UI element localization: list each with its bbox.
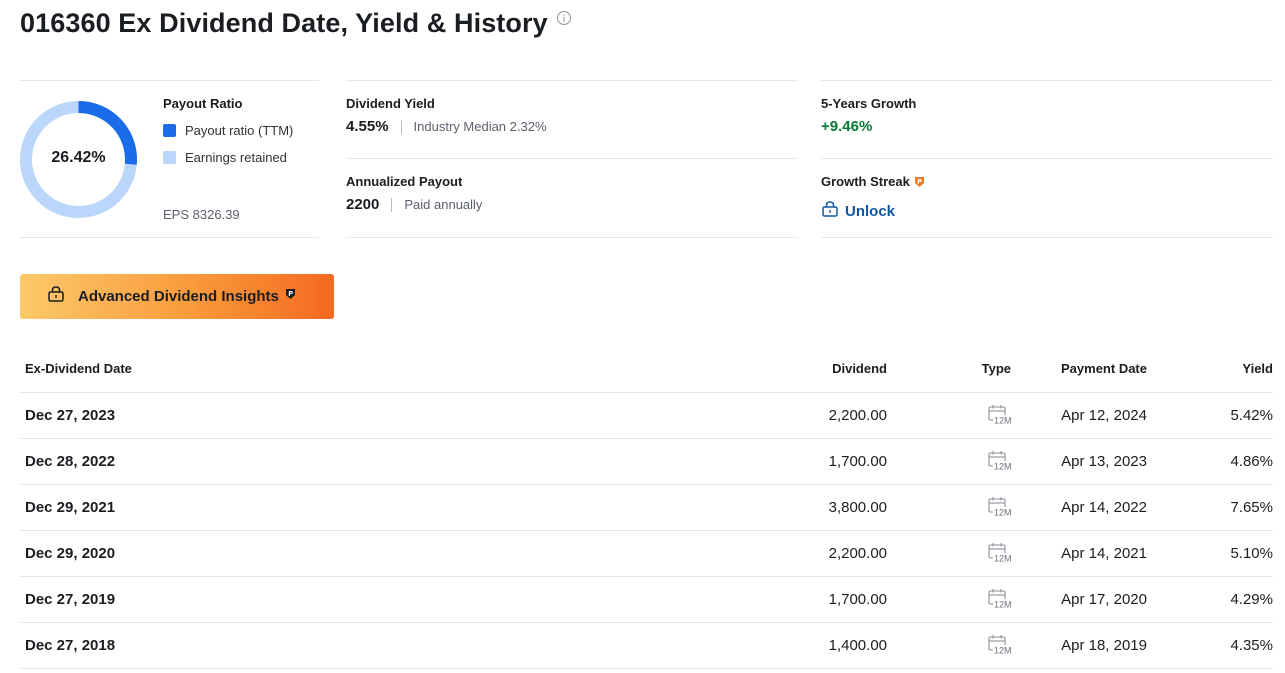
type-icon-text: 12M [994, 646, 1012, 656]
payout-ratio-card: 26.42% Payout Ratio Payout ratio (TTM) E… [20, 80, 319, 238]
type-icon-text: 12M [994, 508, 1012, 518]
table-row: Dec 27, 2018 1,400.00 12M Apr 18, 2019 4.35% [20, 622, 1273, 669]
cell-yield: 5.42% [1147, 392, 1273, 439]
dividend-yield-cell: Dividend Yield 4.55% Industry Median 2.3… [346, 81, 798, 159]
header-dividend[interactable]: Dividend [620, 346, 887, 393]
cell-ex-dividend-date: Dec 27, 2019 [20, 576, 620, 623]
cell-type: 12M [887, 576, 1015, 623]
advanced-dividend-insights-button[interactable]: Advanced Dividend Insights [20, 274, 334, 319]
cell-payment-date: Apr 12, 2024 [1012, 392, 1147, 439]
cell-payment-date: Apr 18, 2019 [1012, 622, 1147, 669]
table-row: Dec 29, 2020 2,200.00 12M Apr 14, 2021 5.10% [20, 530, 1273, 577]
lock-icon [821, 200, 839, 222]
donut-center-value: 26.42% [51, 149, 106, 166]
growth-column: 5-Years Growth +9.46% Growth Streak [821, 80, 1273, 238]
payment-frequency: Paid annually [404, 197, 483, 212]
header-ex-dividend-date[interactable]: Ex-Dividend Date [20, 346, 620, 393]
separator [391, 197, 393, 212]
payout-ratio-heading: Payout Ratio [163, 96, 243, 111]
cell-type: 12M [887, 392, 1015, 439]
cell-payment-date: Apr 13, 2023 [1012, 438, 1147, 485]
legend-label-payout: Payout ratio (TTM) [185, 123, 294, 138]
cell-payment-date: Apr 17, 2020 [1012, 576, 1147, 623]
cell-yield: 4.35% [1147, 622, 1273, 669]
calendar-12m-icon: 12M [987, 404, 1015, 426]
legend-payout-ratio: Payout ratio (TTM) [163, 123, 293, 138]
payout-donut-chart [20, 101, 137, 218]
table-row: Dec 27, 2019 1,700.00 12M Apr 17, 2020 4.29% [20, 576, 1273, 623]
cell-yield: 4.29% [1147, 576, 1273, 623]
annualized-payout-cell: Annualized Payout 2200 Paid annually [346, 159, 798, 237]
table-header-row: Ex-Dividend Date Dividend Type Payment D… [20, 346, 1273, 393]
five-year-growth-value: +9.46% [821, 118, 873, 135]
eps-value: EPS 8326.39 [163, 207, 240, 222]
cell-ex-dividend-date: Dec 27, 2023 [20, 392, 620, 439]
type-icon-text: 12M [994, 600, 1012, 610]
annualized-payout-row: 2200 Paid annually [346, 196, 482, 213]
pro-badge-icon [914, 176, 925, 188]
growth-streak-cell: Growth Streak Unlock [821, 159, 1273, 237]
cell-ex-dividend-date: Dec 29, 2020 [20, 530, 620, 577]
cell-dividend: 2,200.00 [620, 392, 887, 439]
cell-yield: 5.10% [1147, 530, 1273, 577]
table-row: Dec 27, 2023 2,200.00 12M Apr 12, 2024 5.42% [20, 392, 1273, 439]
cell-type: 12M [887, 622, 1015, 669]
calendar-12m-icon: 12M [987, 496, 1015, 518]
legend-swatch-payout [163, 124, 176, 137]
pro-badge-icon [285, 287, 296, 299]
page-title: 016360 Ex Dividend Date, Yield & History [20, 8, 548, 38]
calendar-12m-icon: 12M [987, 588, 1015, 610]
industry-median: Industry Median 2.32% [413, 119, 547, 134]
cell-payment-date: Apr 14, 2022 [1012, 484, 1147, 531]
cell-dividend: 1,700.00 [620, 438, 887, 485]
cell-payment-date: Apr 14, 2021 [1012, 530, 1147, 577]
cell-yield: 4.86% [1147, 438, 1273, 485]
header-type[interactable]: Type [887, 346, 1012, 393]
separator [400, 119, 402, 134]
advanced-dividend-insights-label: Advanced Dividend Insights [78, 288, 279, 305]
lock-icon [47, 285, 65, 308]
dividend-yield-value: 4.55% [346, 118, 389, 135]
cell-ex-dividend-date: Dec 28, 2022 [20, 438, 620, 485]
type-icon-text: 12M [994, 416, 1012, 426]
five-year-growth-label: 5-Years Growth [821, 96, 917, 111]
cell-type: 12M [887, 530, 1015, 577]
growth-streak-label-row: Growth Streak [821, 174, 925, 189]
five-year-growth-cell: 5-Years Growth +9.46% [821, 81, 1273, 159]
header-payment-date[interactable]: Payment Date [1012, 346, 1147, 393]
growth-streak-label: Growth Streak [821, 174, 910, 189]
five-year-growth-row: +9.46% [821, 118, 872, 135]
annualized-payout-value: 2200 [346, 196, 380, 213]
legend-label-retained: Earnings retained [185, 150, 287, 165]
cell-yield: 7.65% [1147, 484, 1273, 531]
cell-dividend: 3,800.00 [620, 484, 887, 531]
header-yield[interactable]: Yield [1147, 346, 1273, 393]
donut-payout-arc [78, 101, 137, 165]
cell-type: 12M [887, 438, 1015, 485]
legend-earnings-retained: Earnings retained [163, 150, 287, 165]
type-icon-text: 12M [994, 554, 1012, 564]
calendar-12m-icon: 12M [987, 450, 1015, 472]
table-row: Dec 29, 2021 3,800.00 12M Apr 14, 2022 7.65% [20, 484, 1273, 531]
cell-dividend: 1,400.00 [620, 622, 887, 669]
cell-ex-dividend-date: Dec 29, 2021 [20, 484, 620, 531]
unlock-link[interactable]: Unlock [821, 200, 895, 222]
calendar-12m-icon: 12M [987, 634, 1015, 656]
type-icon-text: 12M [994, 462, 1012, 472]
cell-dividend: 2,200.00 [620, 530, 887, 577]
page-header: 016360 Ex Dividend Date, Yield & History [20, 8, 572, 39]
annualized-payout-label: Annualized Payout [346, 174, 463, 189]
cell-dividend: 1,700.00 [620, 576, 887, 623]
calendar-12m-icon: 12M [987, 542, 1015, 564]
table-row: Dec 28, 2022 1,700.00 12M Apr 13, 2023 4.86% [20, 438, 1273, 485]
cell-ex-dividend-date: Dec 27, 2018 [20, 622, 620, 669]
yield-payout-column: Dividend Yield 4.55% Industry Median 2.3… [346, 80, 798, 238]
dividend-yield-row: 4.55% Industry Median 2.32% [346, 118, 547, 135]
info-icon[interactable] [556, 10, 572, 26]
dividend-yield-label: Dividend Yield [346, 96, 435, 111]
dividend-history-table: Ex-Dividend Date Dividend Type Payment D… [20, 346, 1273, 669]
unlock-label: Unlock [845, 202, 896, 220]
cell-type: 12M [887, 484, 1015, 531]
legend-swatch-retained [163, 151, 176, 164]
